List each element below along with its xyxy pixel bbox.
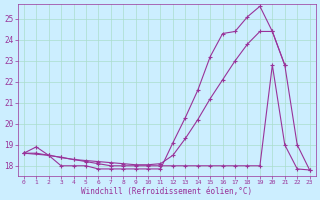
X-axis label: Windchill (Refroidissement éolien,°C): Windchill (Refroidissement éolien,°C) xyxy=(81,187,252,196)
